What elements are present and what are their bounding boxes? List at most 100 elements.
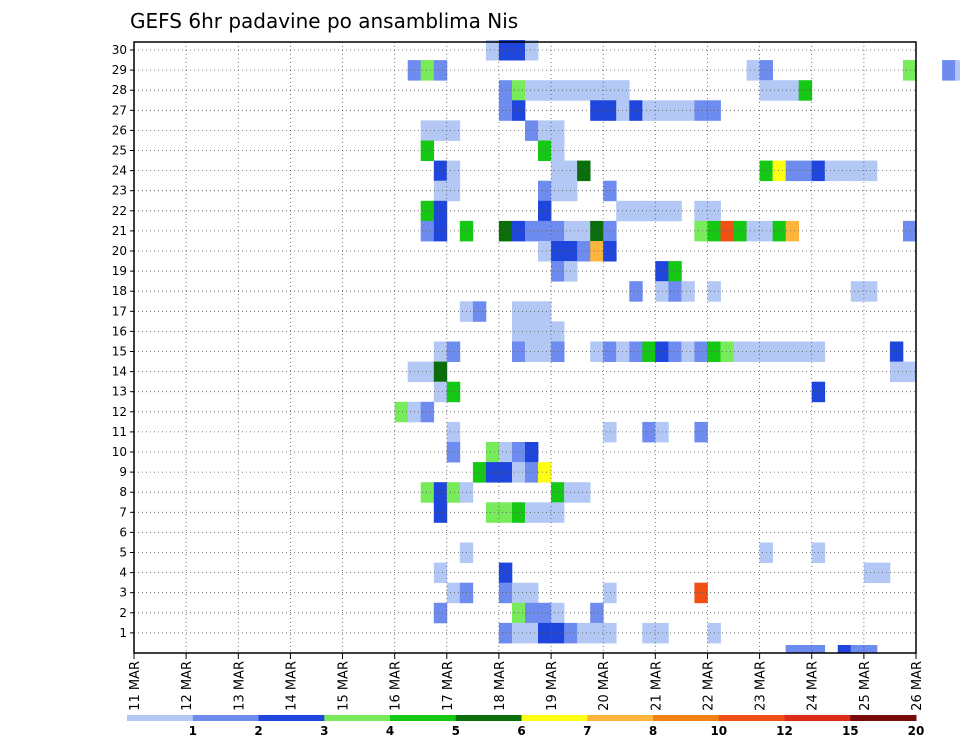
heatmap-cell [525,80,539,101]
heatmap-cell [772,341,786,362]
heatmap-cell [785,160,800,182]
heatmap-cell [433,200,448,222]
heatmap-cell [798,160,813,182]
heatmap-cell [577,160,591,182]
x-tick-label: 26 MAR [910,661,925,711]
heatmap-cell [629,200,643,222]
x-tick-label: 12 MAR [180,661,195,711]
heatmap-cell [538,502,552,523]
legend-swatch [587,715,654,721]
y-tick-label: 26 [112,123,127,137]
x-tick-label: 14 MAR [284,661,299,711]
heatmap-cell [903,60,917,81]
legend-label: 8 [649,724,657,738]
heatmap-cell [446,120,461,141]
heatmap-cell [551,502,565,523]
heatmap-cell [903,361,917,383]
heatmap-cell [433,160,448,182]
heatmap-cell [603,100,617,121]
heatmap-cell [538,602,552,624]
y-tick-label: 9 [119,465,127,479]
legend-swatch [850,715,917,721]
heatmap-cell [538,220,552,242]
heatmap-cell [551,241,565,262]
heatmap-cell [420,401,435,423]
heatmap-cell [433,562,448,584]
heatmap-cell [446,180,461,202]
y-tick-label: 6 [119,525,127,539]
heatmap-cell [746,341,760,362]
y-tick-label: 27 [112,103,127,117]
legend-swatch [324,715,391,721]
heatmap-cell [850,160,865,182]
legend-swatch [390,715,457,721]
heatmap-cell [551,220,565,242]
heatmap-cell [498,462,513,483]
heatmap-cell [525,602,539,624]
legend-label: 3 [320,724,328,738]
heatmap-cell [629,341,643,362]
legend-swatch [192,715,259,721]
heatmap-cell [538,301,552,322]
legend-label: 15 [842,724,859,738]
heatmap-cell [538,321,552,342]
heatmap-cell [668,261,682,282]
heatmap-cell [538,200,552,222]
x-tick-label: 16 MAR [389,661,404,711]
heatmap-cell [525,442,539,463]
chart-title: GEFS 6hr padavine po ansamblima Nis [130,9,518,33]
heatmap-cell [681,100,695,121]
heatmap-cell [538,180,552,202]
heatmap-cell [485,442,500,463]
y-tick-label: 2 [119,606,127,620]
y-tick-label: 3 [119,586,127,600]
x-axis: 11 MAR 12 MAR 13 MAR 14 MAR 15 MAR 16 MAR 17 M… [128,653,925,711]
heatmap-cell [551,482,565,503]
x-tick-label: 13 MAR [232,661,247,711]
heatmap-cell [485,502,500,523]
heatmap-cell [590,341,604,362]
heatmap-cell [942,60,956,81]
heatmap-cell [603,341,617,362]
heatmap-cell [420,120,435,141]
color-legend: 1 2 3 4 5 6 7 8 10 12 15 20 [127,715,924,738]
heatmap-cell [603,180,617,202]
y-tick-label: 19 [112,264,127,278]
heatmap-cell [485,40,500,61]
legend-label: 4 [386,724,394,738]
heatmap-cell [498,220,513,242]
heatmap-cell [824,160,839,182]
heatmap-cell [668,200,682,222]
heatmap-cell [472,301,487,322]
heatmap-cell [498,502,513,523]
heatmap-cell [433,120,448,141]
y-tick-label: 22 [112,204,127,218]
heatmap-cell [798,341,813,362]
y-tick-label: 20 [112,244,127,258]
legend-label: 2 [254,724,262,738]
heatmap-cell [525,321,539,342]
y-tick-label: 12 [112,405,127,419]
plot-frame [133,41,917,654]
legend-swatch [127,715,194,721]
heatmap-cell [433,381,448,403]
heatmap-cell [590,220,604,242]
heatmap-cell [681,281,695,302]
heatmap-cell [551,120,565,141]
legend-swatch [718,715,785,721]
x-tick-label: 20 MAR [597,661,612,711]
heatmap-cell [785,645,800,653]
heatmap-cell [577,220,591,242]
heatmap-cell [577,80,591,101]
heatmap-cell [551,341,565,362]
heatmap-cell [955,60,960,81]
heatmap-cell [850,645,865,653]
heatmap-cell [733,341,747,362]
x-tick-label: 22 MAR [702,661,717,711]
y-tick-label: 11 [112,425,127,439]
heatmap-cell [538,241,552,262]
heatmap-cell [694,100,708,121]
legend-label: 1 [189,724,197,738]
heatmap-cell [551,180,565,202]
heatmap-cell [433,60,448,81]
